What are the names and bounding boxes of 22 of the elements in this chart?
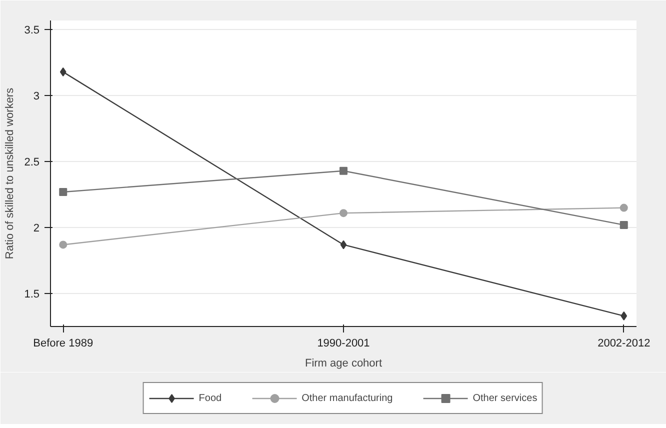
point — [59, 240, 68, 249]
point — [340, 209, 348, 218]
y-tick-label: 1.5 — [24, 288, 40, 301]
legend-label: Other manufacturing — [302, 392, 393, 404]
legend-label: Food — [198, 392, 222, 404]
y-axis-title: Ratio of skilled to unskilled workers — [4, 87, 16, 260]
point — [340, 166, 348, 175]
y-tick-label: 3.5 — [24, 24, 40, 37]
x-tick-label: 2002-2012 — [598, 338, 650, 350]
x-tick-label: Before 1989 — [33, 338, 94, 350]
point — [59, 188, 68, 196]
y-tick-label: 3 — [33, 90, 40, 103]
x-axis-title: Firm age cohort — [304, 358, 382, 370]
point — [340, 240, 347, 250]
point — [60, 67, 66, 76]
point — [620, 204, 628, 212]
point — [620, 220, 628, 229]
y-tick-label: 2.5 — [24, 156, 40, 169]
x-tick-label: 1990-2001 — [317, 338, 370, 350]
y-tick-label: 2 — [33, 222, 40, 235]
legend-label: Other services — [472, 392, 538, 404]
point — [620, 311, 628, 320]
